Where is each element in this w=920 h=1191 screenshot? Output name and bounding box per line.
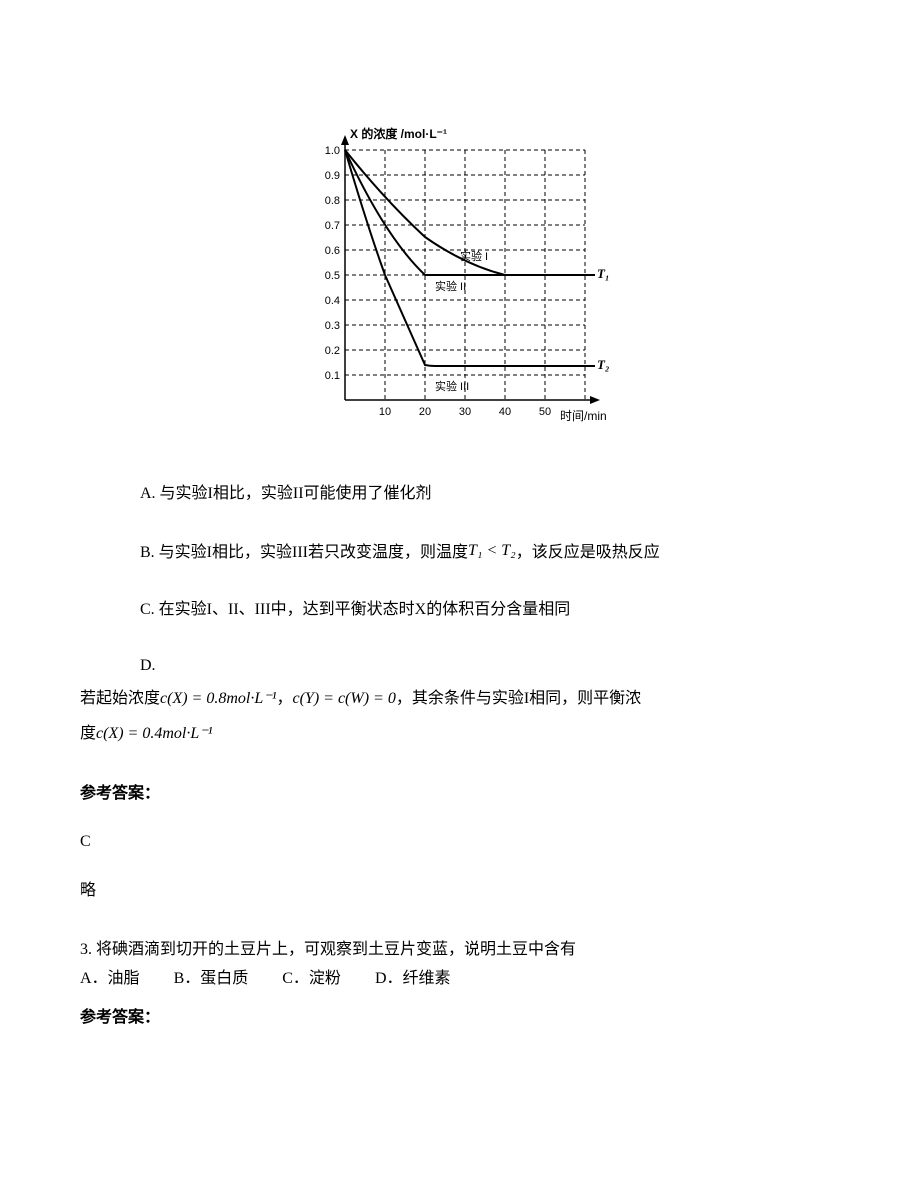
option-d-content: 若起始浓度c(X) = 0.8mol·L⁻¹，c(Y) = c(W) = 0，其… bbox=[80, 681, 880, 751]
answer-header-1: 参考答案： bbox=[80, 780, 880, 809]
option-d-mid: ， bbox=[276, 690, 292, 707]
option-d-line2-pre: 度 bbox=[80, 725, 96, 742]
choice-a: A．油脂 bbox=[80, 965, 140, 994]
option-a: A. 与实验I相比，实验II可能使用了催化剂 bbox=[140, 480, 880, 509]
option-d-math1: c(X) = 0.8mol·L⁻¹ bbox=[160, 690, 276, 707]
option-d-math3: c(X) = 0.4mol·L⁻¹ bbox=[96, 725, 212, 742]
option-b-math: T₁ < T₂ bbox=[468, 542, 516, 559]
svg-text:X 的浓度 /mol·L⁻¹: X 的浓度 /mol·L⁻¹ bbox=[350, 126, 447, 141]
svg-text:20: 20 bbox=[419, 406, 431, 418]
option-c: C. 在实验I、II、III中，达到平衡状态时X的体积百分含量相同 bbox=[140, 596, 880, 625]
concentration-chart: X 的浓度 /mol·L⁻¹ 时间/min 1.0 0.9 0.8 0.7 0.… bbox=[295, 120, 625, 440]
svg-text:T₂: T₂ bbox=[597, 357, 609, 372]
svg-text:0.1: 0.1 bbox=[325, 370, 340, 382]
option-d-pre: 若起始浓度 bbox=[80, 690, 160, 707]
svg-text:50: 50 bbox=[539, 406, 551, 418]
choice-d: D．纤维素 bbox=[375, 965, 451, 994]
svg-text:0.6: 0.6 bbox=[325, 245, 340, 257]
option-d-math2: c(Y) = c(W) = 0 bbox=[293, 690, 396, 707]
option-d: D. 若起始浓度c(X) = 0.8mol·L⁻¹，c(Y) = c(W) = … bbox=[40, 652, 880, 751]
svg-text:0.7: 0.7 bbox=[325, 220, 340, 232]
answer-note: 略 bbox=[80, 877, 880, 906]
question-3-choices: A．油脂 B．蛋白质 C．淀粉 D．纤维素 bbox=[80, 965, 880, 994]
choice-c: C．淀粉 bbox=[282, 965, 341, 994]
option-b-post: ，该反应是吸热反应 bbox=[516, 544, 660, 561]
svg-text:40: 40 bbox=[499, 406, 511, 418]
svg-text:0.3: 0.3 bbox=[325, 320, 340, 332]
svg-text:0.4: 0.4 bbox=[325, 295, 340, 307]
option-b-pre: B. 与实验I相比，实验III若只改变温度，则温度 bbox=[140, 544, 468, 561]
svg-text:10: 10 bbox=[379, 406, 391, 418]
svg-text:实验 I: 实验 I bbox=[460, 249, 488, 263]
answer-header-2: 参考答案： bbox=[80, 1004, 880, 1033]
svg-text:0.5: 0.5 bbox=[325, 270, 340, 282]
svg-text:时间/min: 时间/min bbox=[560, 409, 607, 423]
svg-text:1.0: 1.0 bbox=[325, 145, 340, 157]
option-b: B. 与实验I相比，实验III若只改变温度，则温度T₁ < T₂，该反应是吸热反… bbox=[140, 537, 880, 568]
option-d-after: ，其余条件与实验I相同，则平衡浓 bbox=[396, 690, 641, 707]
svg-text:实验 II: 实验 II bbox=[435, 279, 466, 293]
question-3: 3. 将碘酒滴到切开的土豆片上，可观察到土豆片变蓝，说明土豆中含有 bbox=[80, 936, 880, 965]
svg-text:0.2: 0.2 bbox=[325, 345, 340, 357]
choice-b: B．蛋白质 bbox=[174, 965, 249, 994]
svg-text:30: 30 bbox=[459, 406, 471, 418]
svg-text:T₁: T₁ bbox=[597, 266, 609, 281]
option-d-label: D. bbox=[140, 652, 880, 681]
chart-container: X 的浓度 /mol·L⁻¹ 时间/min 1.0 0.9 0.8 0.7 0.… bbox=[40, 120, 880, 440]
svg-text:实验 III: 实验 III bbox=[435, 379, 469, 393]
svg-text:0.9: 0.9 bbox=[325, 170, 340, 182]
svg-text:0.8: 0.8 bbox=[325, 195, 340, 207]
answer-q2: C bbox=[80, 828, 880, 857]
